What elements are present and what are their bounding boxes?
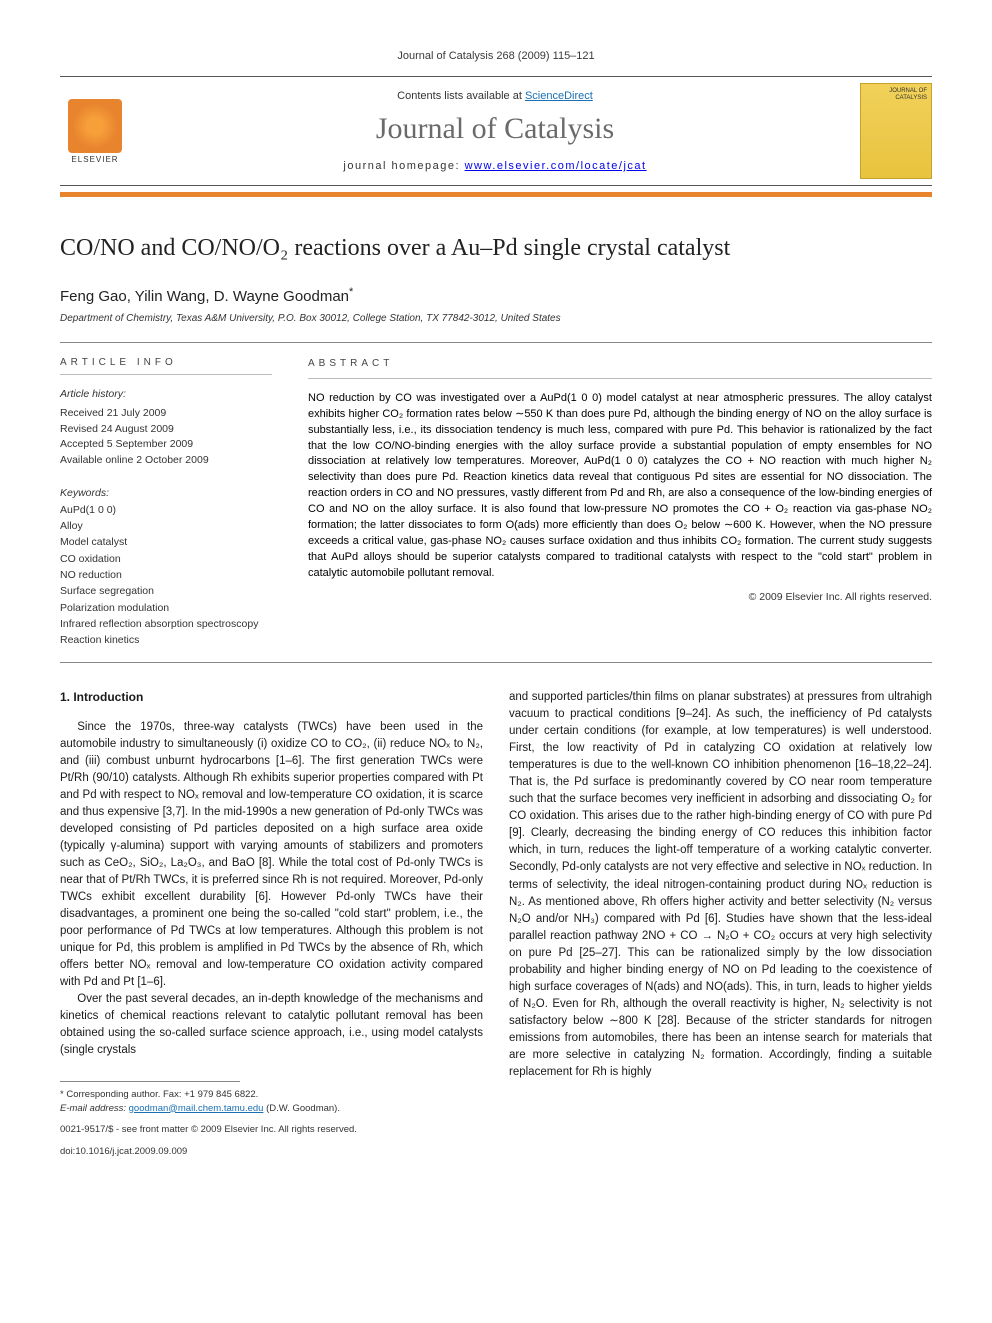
- history-label: Article history:: [60, 387, 272, 403]
- page-root: Journal of Catalysis 268 (2009) 115–121 …: [0, 0, 992, 1209]
- sciencedirect-link[interactable]: ScienceDirect: [525, 90, 593, 102]
- keywords-list: AuPd(1 0 0) Alloy Model catalyst CO oxid…: [60, 502, 272, 648]
- history-line: Revised 24 August 2009: [60, 422, 272, 438]
- article-title: CO/NO and CO/NO/O₂ reactions over a Au–P…: [60, 233, 932, 264]
- article-info-heading: ARTICLE INFO: [60, 357, 272, 375]
- abstract-column: ABSTRACT NO reduction by CO was investig…: [290, 343, 932, 662]
- history-line: Accepted 5 September 2009: [60, 437, 272, 453]
- body-paragraph: Since the 1970s, three-way catalysts (TW…: [60, 719, 483, 991]
- keyword: Model catalyst: [60, 534, 272, 550]
- keywords-label: Keywords:: [60, 487, 272, 499]
- corresponding-author-footnote: * Corresponding author. Fax: +1 979 845 …: [60, 1088, 483, 1101]
- affiliation: Department of Chemistry, Texas A&M Unive…: [60, 313, 932, 324]
- contents-prefix: Contents lists available at: [397, 90, 525, 102]
- keyword: Infrared reflection absorption spectrosc…: [60, 616, 272, 632]
- footnote-separator: [60, 1081, 240, 1082]
- keyword: Surface segregation: [60, 583, 272, 599]
- email-person: (D.W. Goodman).: [266, 1103, 340, 1114]
- contents-available-line: Contents lists available at ScienceDirec…: [144, 90, 846, 102]
- section-title-introduction: 1. Introduction: [60, 689, 483, 707]
- abstract-text: NO reduction by CO was investigated over…: [308, 391, 932, 582]
- keyword: Reaction kinetics: [60, 632, 272, 648]
- journal-homepage-line: journal homepage: www.elsevier.com/locat…: [144, 160, 846, 172]
- email-footnote: E-mail address: goodman@mail.chem.tamu.e…: [60, 1102, 483, 1115]
- journal-header-bar: ELSEVIER Contents lists available at Sci…: [60, 76, 932, 186]
- publisher-name: ELSEVIER: [71, 155, 118, 164]
- journal-cover-thumbnail[interactable]: JOURNAL OF CATALYSIS: [860, 83, 932, 179]
- issn-line: 0021-9517/$ - see front matter © 2009 El…: [60, 1123, 483, 1137]
- journal-reference: Journal of Catalysis 268 (2009) 115–121: [60, 50, 932, 62]
- authors-text: Feng Gao, Yilin Wang, D. Wayne Goodman: [60, 288, 349, 305]
- elsevier-tree-icon: [68, 99, 122, 153]
- keyword: Alloy: [60, 518, 272, 534]
- keyword: NO reduction: [60, 567, 272, 583]
- journal-homepage-link[interactable]: www.elsevier.com/locate/jcat: [465, 160, 647, 172]
- body-paragraph: Over the past several decades, an in-dep…: [60, 991, 483, 1059]
- keyword: Polarization modulation: [60, 600, 272, 616]
- cover-title: JOURNAL OF CATALYSIS: [861, 88, 927, 101]
- header-center: Contents lists available at ScienceDirec…: [144, 90, 846, 172]
- journal-name: Journal of Catalysis: [144, 112, 846, 146]
- abstract-heading: ABSTRACT: [308, 357, 932, 379]
- body-two-columns: 1. Introduction Since the 1970s, three-w…: [60, 689, 932, 1159]
- body-column-right: and supported particles/thin films on pl…: [509, 689, 932, 1159]
- orange-divider: [60, 192, 932, 197]
- keyword: CO oxidation: [60, 551, 272, 567]
- corresponding-marker: *: [349, 286, 353, 298]
- article-info-column: ARTICLE INFO Article history: Received 2…: [60, 343, 290, 662]
- abstract-copyright: © 2009 Elsevier Inc. All rights reserved…: [308, 590, 932, 605]
- article-history-block: Article history: Received 21 July 2009 R…: [60, 387, 272, 469]
- history-line: Received 21 July 2009: [60, 406, 272, 422]
- author-email-link[interactable]: goodman@mail.chem.tamu.edu: [129, 1103, 264, 1114]
- author-list: Feng Gao, Yilin Wang, D. Wayne Goodman*: [60, 286, 932, 305]
- elsevier-logo[interactable]: ELSEVIER: [60, 92, 130, 170]
- email-label: E-mail address:: [60, 1103, 126, 1114]
- info-abstract-row: ARTICLE INFO Article history: Received 2…: [60, 342, 932, 663]
- history-line: Available online 2 October 2009: [60, 453, 272, 469]
- keyword: AuPd(1 0 0): [60, 502, 272, 518]
- doi-line: doi:10.1016/j.jcat.2009.09.009: [60, 1145, 483, 1159]
- body-column-left: 1. Introduction Since the 1970s, three-w…: [60, 689, 483, 1159]
- homepage-prefix: journal homepage:: [343, 160, 464, 172]
- body-paragraph: and supported particles/thin films on pl…: [509, 689, 932, 1080]
